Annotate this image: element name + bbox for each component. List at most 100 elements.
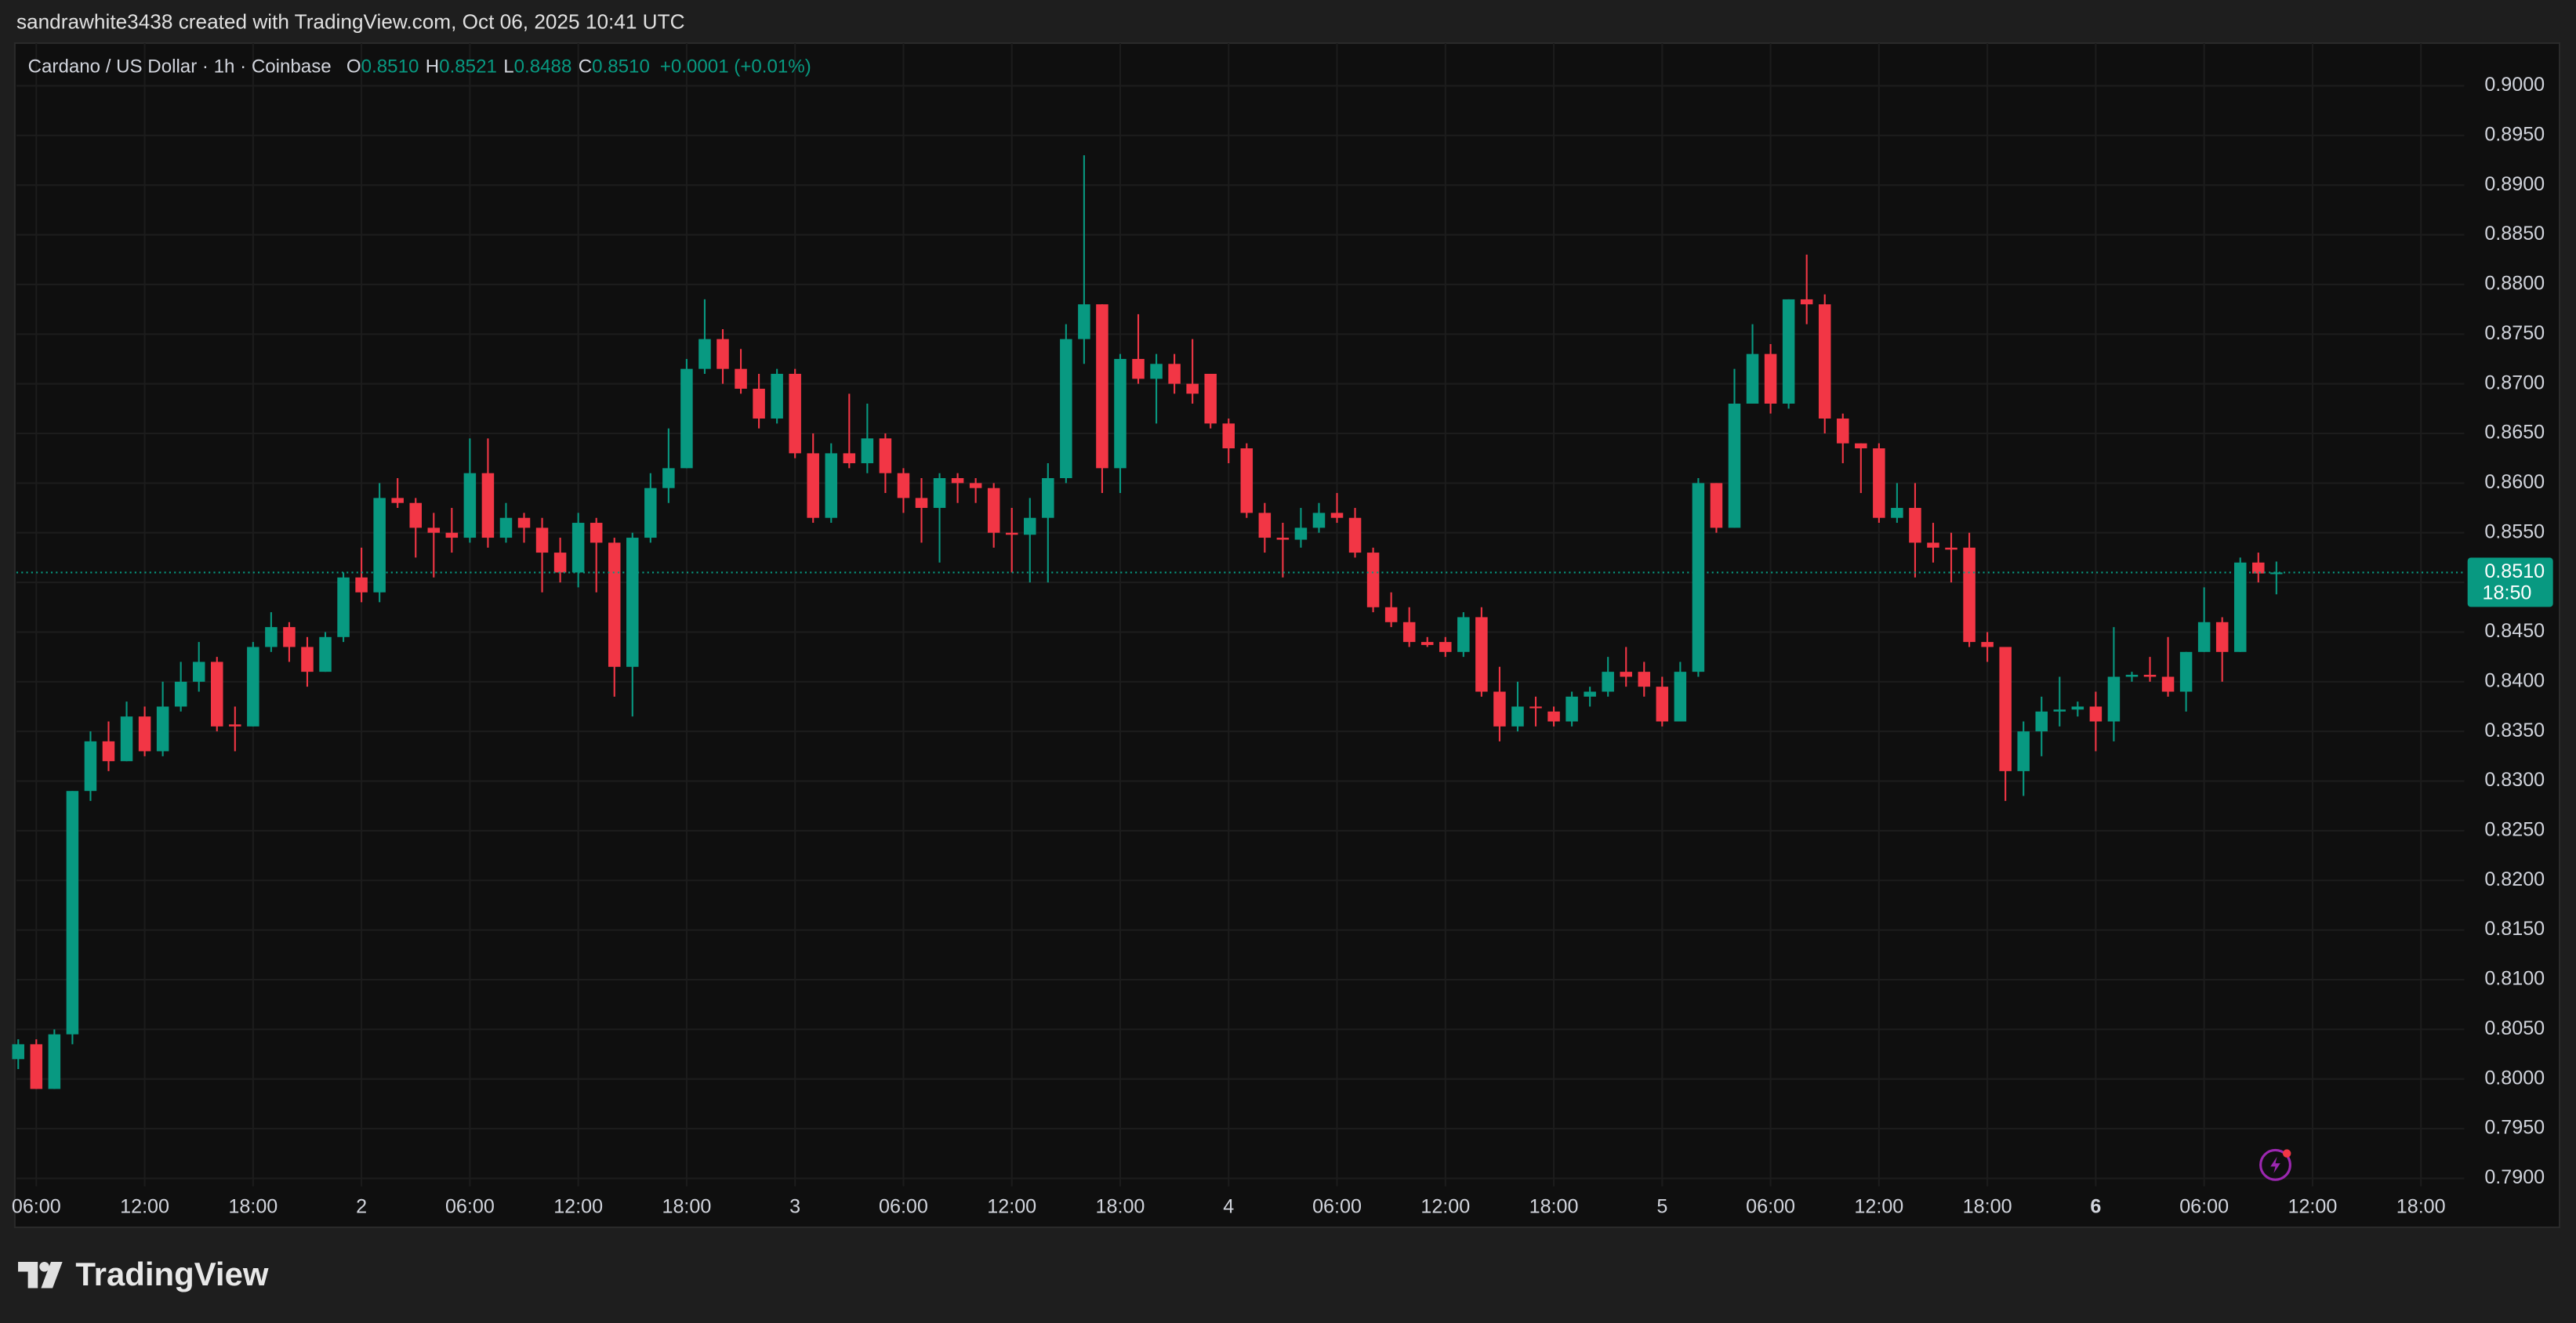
x-tick-label: 12:00 <box>1420 1195 1470 1217</box>
y-tick-label: 0.8800 <box>2484 273 2545 295</box>
y-tick-label: 0.8250 <box>2484 819 2545 841</box>
x-tick-label: 12:00 <box>2288 1195 2337 1217</box>
ohlc-key: O <box>346 56 361 78</box>
x-tick-label: 18:00 <box>1096 1195 1145 1217</box>
candle-body <box>391 498 404 503</box>
candle-body <box>1258 513 1272 538</box>
candle-body <box>1005 532 1018 535</box>
x-tick-label: 18:00 <box>1963 1195 2012 1217</box>
candle-body <box>1384 607 1398 622</box>
last-price-tag <box>2467 557 2553 607</box>
candle-body <box>1566 696 1578 722</box>
y-tick-label: 0.7900 <box>2484 1166 2545 1188</box>
candle-body <box>2197 622 2211 652</box>
candle-body <box>825 453 838 518</box>
candle-body <box>1529 706 1542 709</box>
candle-body <box>1475 617 1488 692</box>
ohlc-value: 0.8521 <box>439 56 497 78</box>
candle-body <box>265 627 278 647</box>
x-tick-label: 06:00 <box>1312 1195 1362 1217</box>
candle-body <box>1294 527 1308 540</box>
candle-body <box>2179 651 2193 692</box>
x-tick-label: 2 <box>356 1195 367 1217</box>
brand-logo <box>18 1261 63 1289</box>
candle-body <box>1728 403 1741 528</box>
candle-body <box>481 473 495 538</box>
candle-body <box>662 468 675 488</box>
candle-body <box>2107 676 2121 722</box>
candle-body <box>698 339 711 369</box>
candle-body <box>717 339 729 369</box>
x-tick-label: 5 <box>1656 1195 1667 1217</box>
candle-body <box>933 478 946 509</box>
candle-body <box>2161 676 2175 692</box>
candle-body <box>1800 299 1813 305</box>
x-tick-label: 12:00 <box>553 1195 603 1217</box>
candle-body <box>1222 423 1235 449</box>
candle-body <box>2252 562 2265 574</box>
candle-body <box>210 662 223 727</box>
candle-body <box>84 741 97 792</box>
candle-body <box>753 388 765 419</box>
candle-body <box>1837 418 1849 444</box>
y-tick-label: 0.8700 <box>2484 372 2545 393</box>
candle-body <box>247 647 259 727</box>
candle-body <box>1584 691 1596 697</box>
candle-body <box>1439 642 1452 652</box>
candle-body <box>1873 448 1885 518</box>
candle-body <box>1204 373 1217 424</box>
ohlc-key: H <box>426 56 439 78</box>
ohlc-key: C <box>579 56 592 78</box>
candle-body <box>644 488 657 538</box>
candle-body <box>409 502 422 528</box>
y-tick-label: 0.8650 <box>2484 422 2545 444</box>
candle-body <box>789 373 801 454</box>
candle-body <box>771 373 783 419</box>
candle-body <box>553 553 567 573</box>
candle-body <box>1620 672 1632 677</box>
candle-body <box>2017 731 2030 771</box>
candle-body <box>66 791 79 1035</box>
candle-body <box>1150 364 1163 379</box>
candle-body <box>1855 443 1867 449</box>
candle-body <box>2071 706 2084 710</box>
x-tick-label: 4 <box>1223 1195 1234 1217</box>
attribution: sandrawhite3438 created with TradingView… <box>16 10 685 34</box>
candle-body <box>373 498 386 593</box>
candle-body <box>1674 672 1687 722</box>
candle-body <box>1511 706 1524 727</box>
candle-body <box>355 577 368 593</box>
y-tick-label: 0.8150 <box>2484 918 2545 940</box>
x-tick-label: 12:00 <box>987 1195 1036 1217</box>
y-tick-label: 0.8950 <box>2484 123 2545 145</box>
x-tick-label: 3 <box>789 1195 800 1217</box>
candle-body <box>2233 562 2247 652</box>
candle-body <box>1312 513 1326 528</box>
candle-body <box>156 706 169 752</box>
candle-body <box>915 498 928 509</box>
candle-body <box>337 577 350 637</box>
candle-body <box>1042 478 1054 518</box>
y-tick-label: 0.8300 <box>2484 769 2545 791</box>
candle-body <box>2125 674 2139 677</box>
candle-body <box>680 368 693 469</box>
candle-body <box>1240 448 1254 513</box>
x-tick-label: 06:00 <box>12 1195 61 1217</box>
candle-body <box>1402 622 1416 643</box>
candle-body <box>1981 642 1994 647</box>
candle-body <box>2053 709 2066 712</box>
candle-body <box>2035 711 2048 732</box>
candle-body <box>1999 647 2012 771</box>
candle-body <box>192 662 205 682</box>
candle-body <box>2089 706 2103 722</box>
change: +0.0001 (+0.01%) <box>660 56 811 78</box>
candle-body <box>897 473 910 498</box>
candle-body <box>1746 353 1759 404</box>
candle-body <box>1764 353 1777 404</box>
candle-body <box>608 542 621 667</box>
candle-layer <box>12 155 2283 1089</box>
candle-body <box>626 538 639 667</box>
candle-body <box>1457 617 1470 652</box>
candle-body <box>1330 513 1344 518</box>
axis-layer: 0.7900 0.7950 0.8000 0.8050 0.8100 0.8150 0.82… <box>12 74 2553 1217</box>
